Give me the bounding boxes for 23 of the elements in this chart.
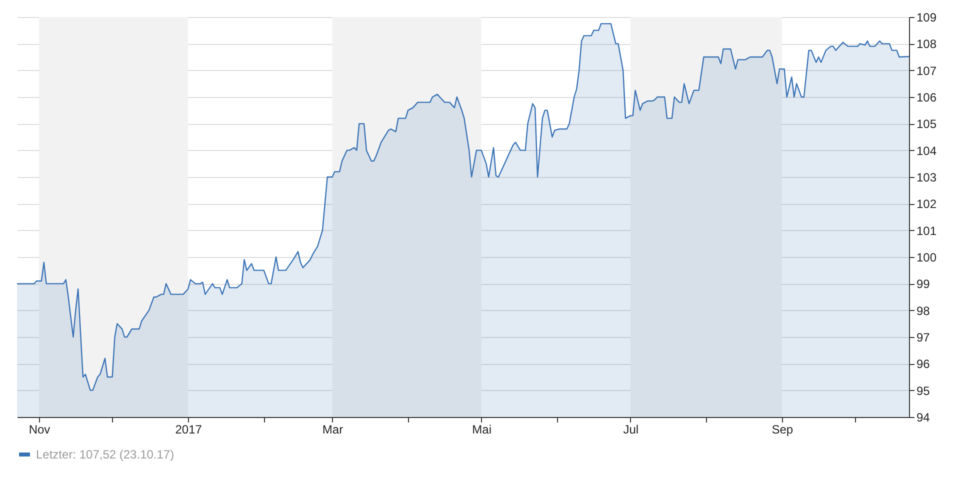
y-tick-label: 101 [916,224,937,238]
x-tick-label: Mai [472,422,492,436]
x-tick-label: Jul [623,422,639,436]
y-tick-label: 99 [916,277,930,292]
y-tick-label: 94 [916,410,930,424]
y-tick-label: 98 [916,304,930,318]
y-tick-label: 105 [916,117,937,132]
y-tick-label: 106 [916,90,937,104]
y-tick-label: 102 [916,197,937,212]
x-tick-label: 2017 [175,422,202,436]
legend-label: Letzter: 107,52 (23.10.17) [36,448,174,462]
x-tick-label: Sep [772,422,794,436]
y-tick-label: 109 [916,10,937,24]
y-tick-label: 96 [916,357,930,372]
y-tick-label: 108 [916,37,937,52]
x-tick-label: Mar [322,422,344,436]
y-tick-label: 97 [916,330,930,344]
y-tick-label: 100 [916,250,937,264]
x-tick-label: Nov [28,422,50,436]
y-tick-label: 103 [916,170,937,184]
y-tick-label: 95 [916,384,930,398]
y-tick-label: 104 [916,144,937,158]
y-tick-label: 107 [916,64,937,78]
